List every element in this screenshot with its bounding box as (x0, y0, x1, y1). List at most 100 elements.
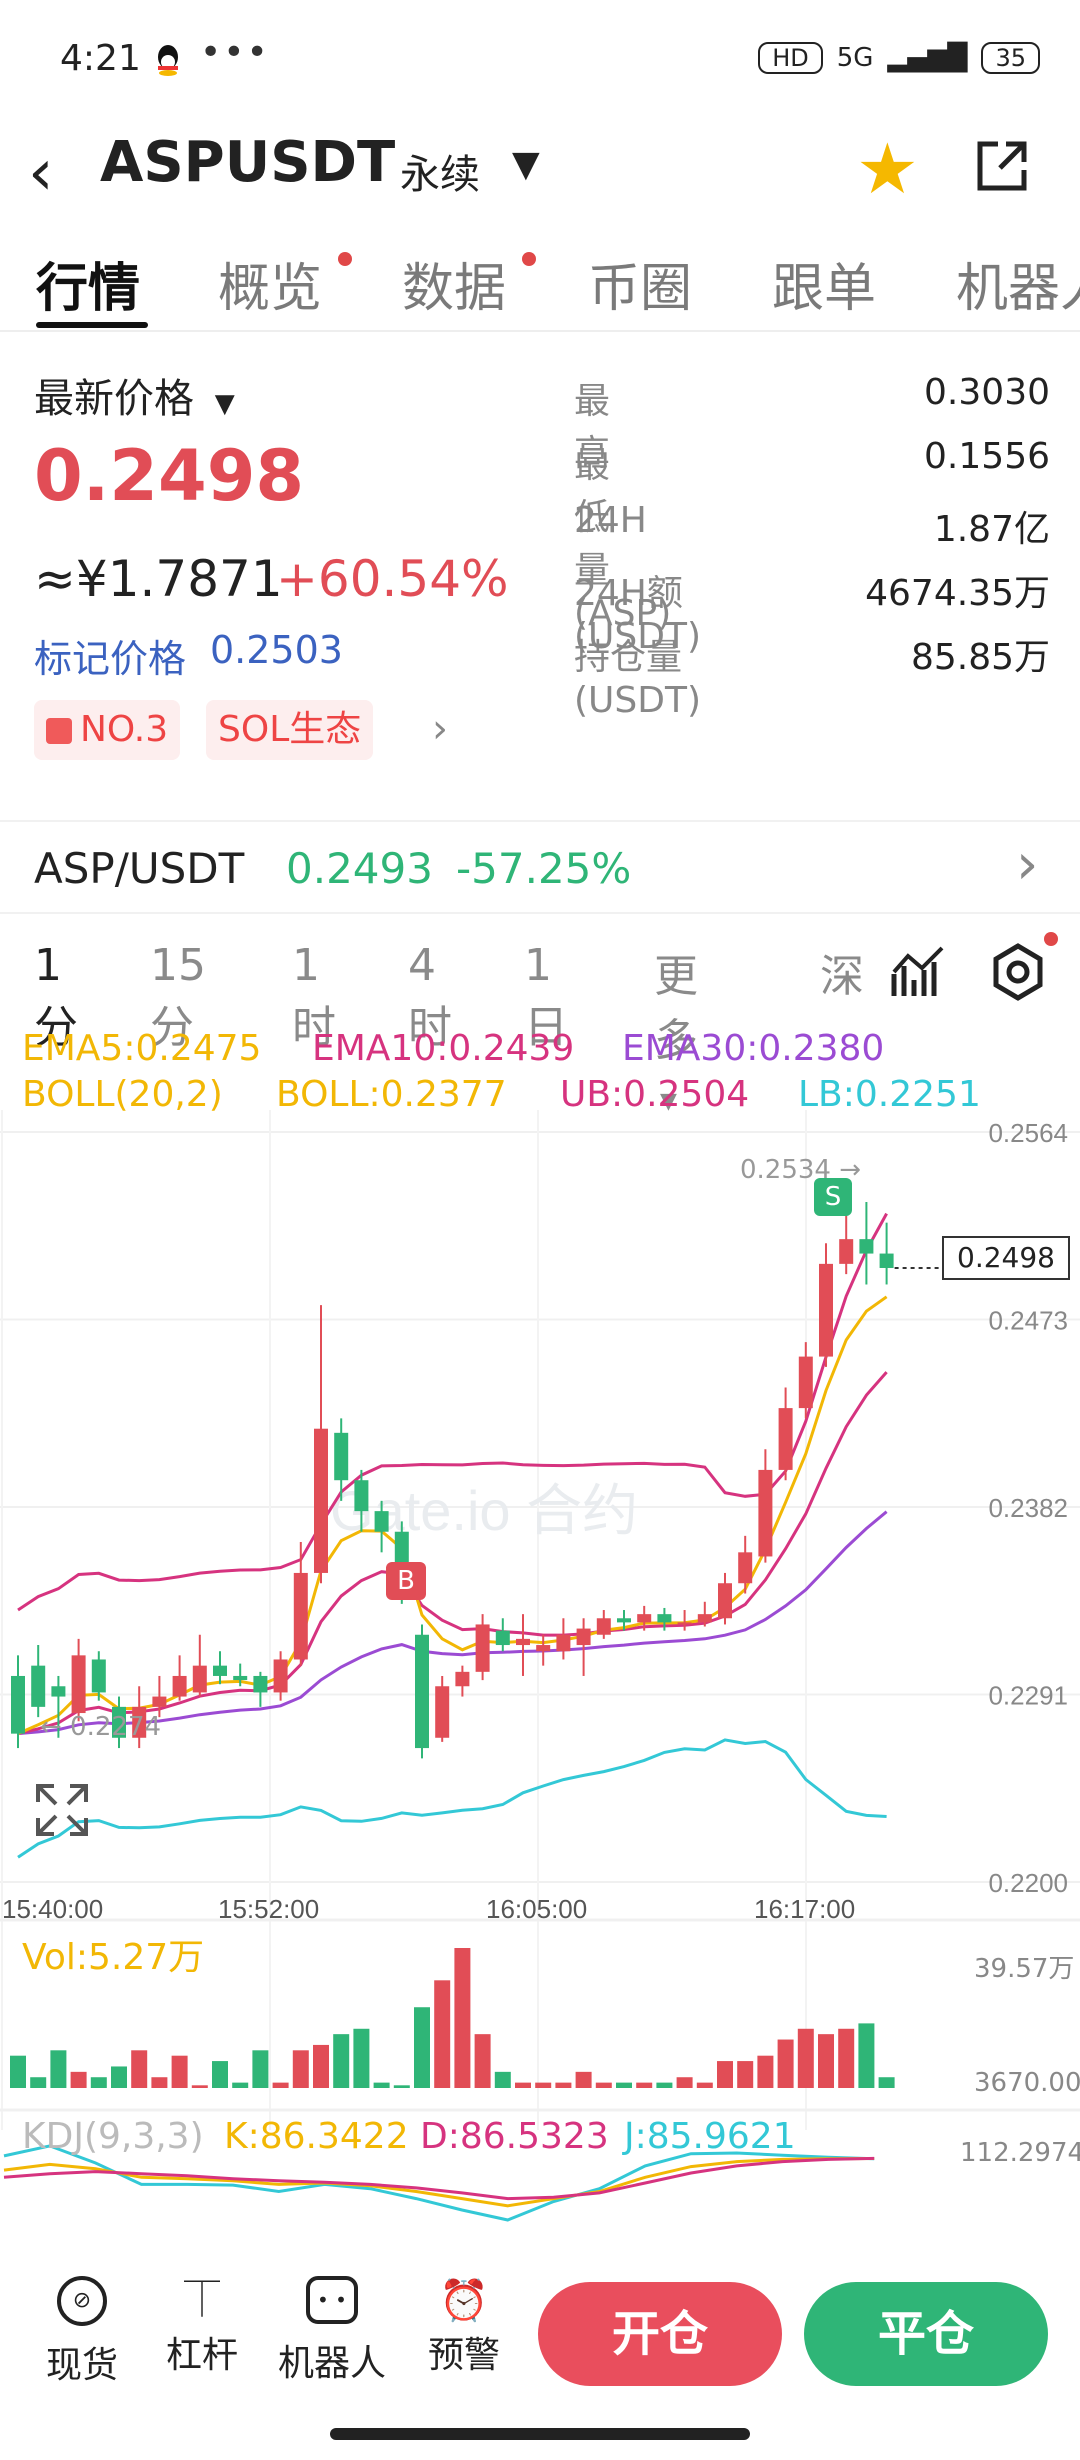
chevron-right-icon: › (1016, 832, 1039, 897)
interval-1d[interactable]: 1日 (524, 940, 568, 1053)
bottom-item-robot[interactable]: • • 机器人 (272, 2276, 392, 2386)
interval-15m[interactable]: 15分 (150, 940, 206, 1053)
bottom-item-label: 杠杆 (165, 2335, 238, 2376)
candle-body (112, 1706, 126, 1738)
tab-market[interactable]: 行情 (36, 259, 141, 319)
chevron-right-icon[interactable]: › (432, 706, 448, 752)
candle-body (839, 1239, 854, 1264)
tab-bot[interactable]: 机器人 (956, 259, 1080, 319)
pair-name: ASP/USDT (34, 844, 245, 893)
close-position-button[interactable]: 平仓 (804, 2282, 1048, 2386)
volume-bar (575, 2071, 592, 2088)
fullscreen-expand-icon[interactable] (34, 1782, 90, 1838)
candlestick-chart[interactable]: Gate.io 合约 0.2564 0.2473 0.2382 0.2291 0.220… (0, 1110, 1080, 2240)
kdj-lines (3, 2144, 875, 2222)
symbol-title[interactable]: ASPUSDT (100, 130, 396, 195)
price-change: +60.54% (276, 550, 509, 608)
interval-4h[interactable]: 4时 (408, 940, 452, 1053)
ema30-label: EMA30:0.2380 (622, 1028, 885, 1069)
time-axis: 15:40:00 15:52:00 16:05:00 16:17:00 (2, 1894, 855, 1924)
candle-body (879, 1253, 894, 1268)
volume-bar (252, 2050, 269, 2088)
tab-data[interactable]: 数据 (402, 259, 507, 319)
favorite-star-icon[interactable]: ★ (856, 128, 919, 210)
depth-tab[interactable]: 深 (820, 951, 864, 1002)
volume-bar (111, 2066, 127, 2088)
kdj-k-label: K:86.3422 (224, 2116, 409, 2157)
kdj-k-line (3, 2157, 875, 2208)
mark-price-label: 标记价格 (34, 637, 187, 681)
volume-bar (535, 2082, 552, 2088)
candle-body (374, 1511, 389, 1532)
candle-body (51, 1686, 66, 1697)
candle-body (859, 1239, 874, 1254)
candle-body (233, 1675, 248, 1681)
pair-change: -57.25% (456, 844, 632, 893)
kdj-j-line (3, 2144, 875, 2222)
header: ‹ ASPUSDT 永续 ▼ ★ (0, 120, 1080, 230)
chart-grid (0, 1110, 1080, 2130)
stat-turnover-value: 4674.35万 (865, 573, 1050, 614)
candle-body (415, 1634, 429, 1749)
cny-price: ≈¥1.7871 (34, 550, 283, 608)
lb-label: LB:0.2251 (798, 1074, 981, 1115)
candle-body (657, 1614, 672, 1623)
candle-body (354, 1480, 369, 1512)
price-tick-label: 0.2382 (988, 1493, 1068, 1523)
candle-body (172, 1675, 187, 1697)
volume-bar (90, 2077, 107, 2088)
kdj-d-line (3, 2156, 875, 2201)
candle-body (637, 1614, 652, 1623)
settings-gear-icon[interactable] (986, 940, 1050, 1004)
volume-bar (838, 2028, 855, 2088)
signal-icon: 5G (836, 43, 874, 73)
volume-bar (414, 2007, 430, 2088)
bottom-item-alert[interactable]: ⏰ 预警 (414, 2276, 514, 2378)
candles (11, 1193, 940, 1759)
volume-bar (696, 2082, 713, 2088)
price-tick-label: 0.2564 (988, 1118, 1068, 1148)
contract-type[interactable]: 永续 (400, 152, 480, 198)
volume-bar (232, 2082, 249, 2088)
candle-body (71, 1655, 86, 1714)
spot-pair-row[interactable]: ASP/USDT 0.2493 -57.25% › (0, 820, 1080, 914)
stat-low-value: 0.1556 (924, 436, 1050, 477)
boll-upper-line (17, 1212, 888, 1612)
stat-high-value: 0.3030 (924, 372, 1050, 413)
top-tabs: 行情 概览 数据 币圈 跟单 机器人 (0, 230, 1080, 332)
volume-bar (272, 2082, 289, 2088)
open-position-button[interactable]: 开仓 (538, 2282, 782, 2386)
back-icon[interactable]: ‹ (28, 136, 54, 210)
buy-marker: B (386, 1562, 426, 1600)
share-icon[interactable] (970, 134, 1034, 198)
bottom-item-leverage[interactable]: ⏉ 杠杆 (152, 2276, 252, 2378)
volume-bar (797, 2028, 814, 2088)
candle-body (213, 1665, 227, 1676)
boll-lower-line (17, 1738, 887, 1859)
rank-tag[interactable]: NO.3 (34, 700, 181, 760)
candle-body (677, 1622, 692, 1625)
candle-body (314, 1428, 328, 1573)
volume-bar (333, 2034, 350, 2088)
tab-coin-circle[interactable]: 币圈 (588, 259, 693, 319)
tab-overview[interactable]: 概览 (218, 259, 323, 319)
latest-price-label[interactable]: 最新价格 ▼ (34, 366, 235, 424)
interval-1m[interactable]: 1分 (34, 940, 78, 1053)
tab-copy-trade[interactable]: 跟单 (772, 259, 877, 319)
interval-1h[interactable]: 1时 (292, 940, 336, 1053)
candle-body (273, 1659, 288, 1693)
sector-tag[interactable]: SOL生态 (206, 700, 374, 760)
volume-bar (616, 2082, 632, 2088)
stat-open-interest-label: 持仓量(USDT) (574, 637, 702, 721)
interval-more[interactable]: 更多 ▼ (654, 940, 698, 1119)
volume-bar (171, 2055, 188, 2088)
ema10-line (17, 1371, 888, 1736)
bottom-item-spot[interactable]: ⊘ 现货 (32, 2276, 132, 2388)
stat-open-interest-value: 85.85万 (910, 637, 1050, 678)
indicator-chart-icon[interactable] (890, 944, 950, 1000)
chevron-down-icon[interactable]: ▼ (512, 144, 540, 185)
candle-body (758, 1469, 773, 1557)
leverage-icon: ⏉ (183, 2280, 220, 2321)
status-more-dots: ••• (200, 32, 270, 73)
volume-bar (353, 2028, 370, 2088)
